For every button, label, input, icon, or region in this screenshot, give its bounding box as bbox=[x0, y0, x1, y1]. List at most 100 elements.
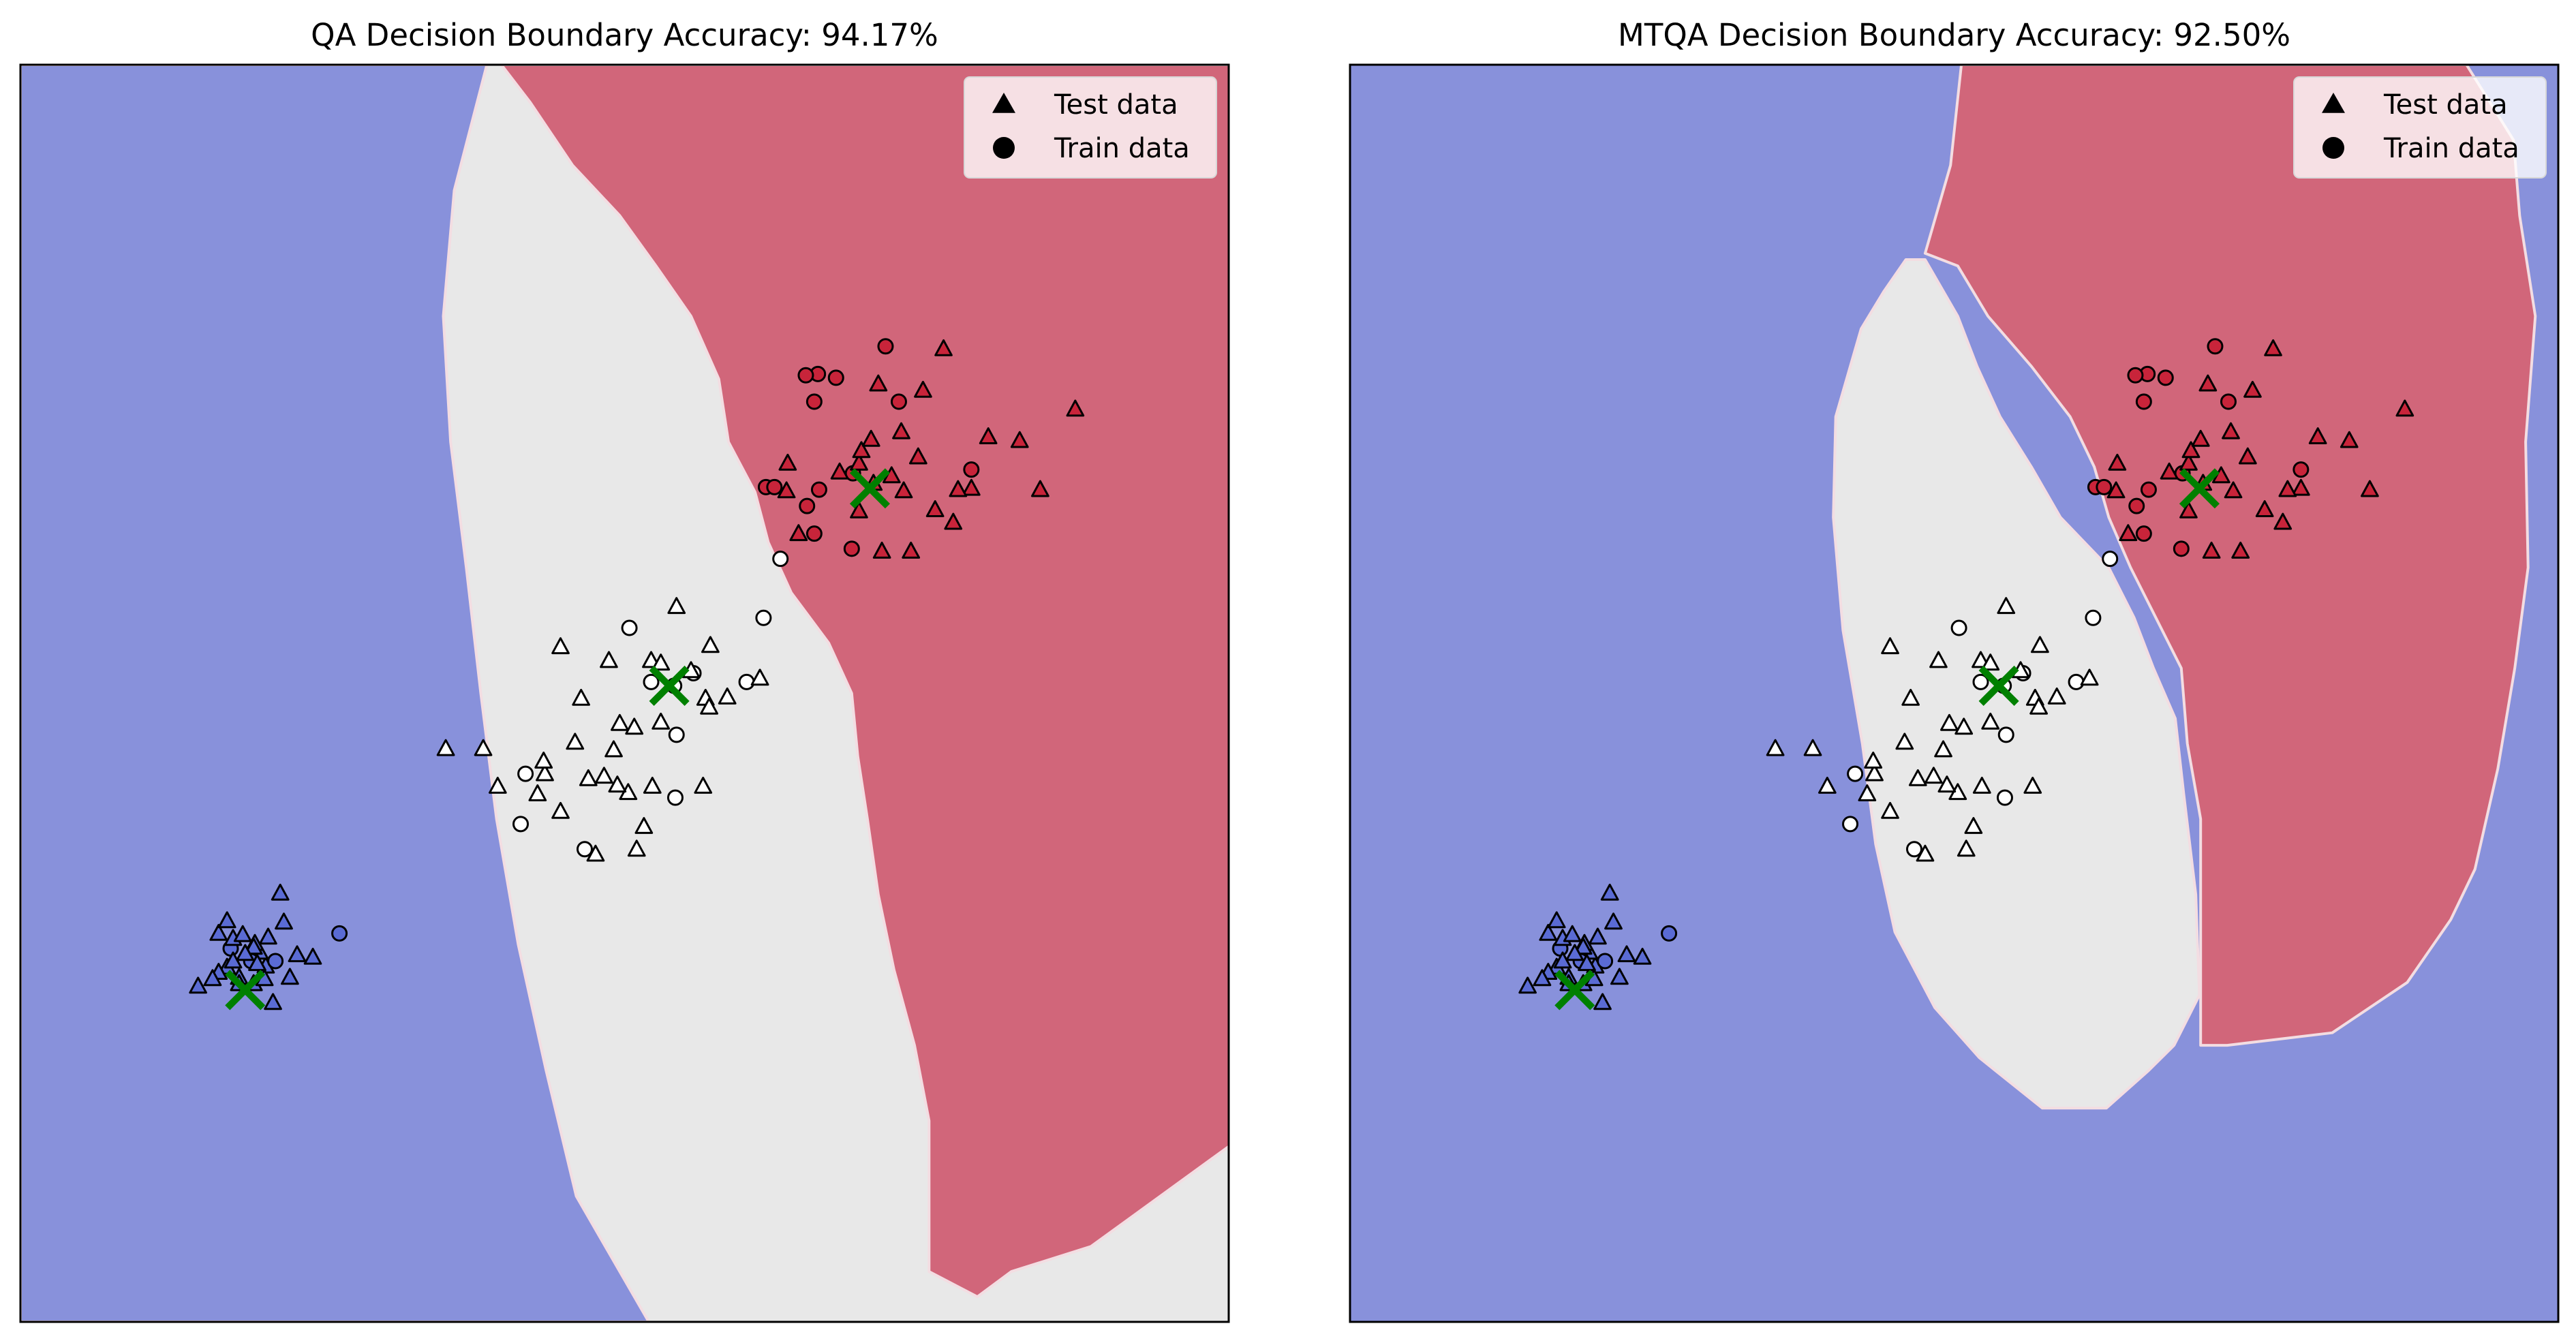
train-point bbox=[2085, 609, 2102, 626]
test-point bbox=[979, 427, 998, 444]
axes-frame bbox=[19, 63, 1230, 1323]
test-point bbox=[700, 697, 718, 715]
test-point bbox=[1937, 775, 1957, 793]
train-point bbox=[512, 816, 530, 833]
test-point bbox=[2023, 777, 2042, 794]
train-point bbox=[766, 478, 783, 495]
test-point bbox=[551, 801, 570, 819]
test-point bbox=[1858, 784, 1877, 801]
test-point bbox=[962, 478, 981, 496]
test-point bbox=[281, 968, 299, 985]
centroid-marker bbox=[849, 468, 890, 509]
train-point bbox=[517, 765, 534, 782]
test-point bbox=[718, 688, 737, 705]
test-point bbox=[2179, 501, 2198, 519]
train-point bbox=[643, 673, 660, 690]
train-point bbox=[890, 393, 907, 410]
test-point bbox=[778, 453, 797, 471]
test-point bbox=[271, 883, 290, 901]
train-point bbox=[331, 925, 348, 942]
test-point bbox=[2106, 481, 2126, 499]
test-point bbox=[203, 969, 222, 987]
test-point bbox=[189, 976, 207, 994]
legend-label: Train data bbox=[1054, 133, 1190, 164]
test-point bbox=[534, 752, 553, 769]
test-point bbox=[1031, 480, 1049, 497]
test-point bbox=[1972, 777, 1991, 794]
test-point bbox=[1600, 883, 1619, 901]
test-point bbox=[667, 597, 686, 615]
test-point bbox=[1539, 923, 1558, 941]
test-point bbox=[2340, 431, 2359, 448]
test-point bbox=[579, 769, 598, 786]
test-point bbox=[789, 524, 808, 542]
test-point bbox=[1818, 777, 1837, 794]
decision-region-class-0 bbox=[20, 65, 650, 1322]
test-point bbox=[1934, 740, 1952, 758]
test-point bbox=[694, 777, 713, 794]
train-point bbox=[1996, 789, 2013, 806]
test-point bbox=[1929, 651, 1948, 668]
train-point bbox=[2157, 369, 2174, 386]
test-point bbox=[528, 784, 547, 801]
decision-region-class-2 bbox=[1923, 65, 2537, 1047]
train-point bbox=[2173, 540, 2190, 557]
train-point bbox=[810, 481, 827, 498]
test-point bbox=[1881, 801, 1899, 819]
train-point bbox=[1597, 953, 1614, 970]
train-point bbox=[2127, 367, 2144, 384]
legend: Test data Train data bbox=[964, 76, 1217, 179]
test-point bbox=[1957, 839, 1976, 857]
test-point bbox=[651, 712, 671, 730]
test-point bbox=[1981, 712, 2000, 730]
legend-label: Test data bbox=[2383, 89, 2508, 121]
chart-title: MTQA Decision Boundary Accuracy: 92.50% bbox=[1618, 17, 2290, 53]
test-point bbox=[949, 480, 968, 497]
test-point bbox=[651, 653, 671, 671]
test-point bbox=[566, 732, 585, 750]
test-point bbox=[2264, 339, 2282, 356]
test-point bbox=[1803, 739, 1822, 756]
test-point bbox=[627, 839, 646, 857]
test-point bbox=[701, 636, 720, 653]
decision-region-class-1 bbox=[1832, 258, 2201, 1110]
legend-triangle-marker bbox=[992, 93, 1015, 113]
train-point bbox=[963, 461, 980, 478]
test-point bbox=[233, 925, 252, 942]
test-point bbox=[303, 948, 322, 965]
train-point bbox=[806, 525, 823, 542]
plot-area bbox=[20, 65, 1229, 1322]
test-point bbox=[595, 767, 613, 784]
centroid-marker bbox=[2179, 468, 2220, 509]
decision-region-class-2 bbox=[500, 65, 1229, 1299]
test-point bbox=[894, 481, 913, 499]
test-point bbox=[436, 739, 455, 756]
test-point bbox=[2361, 480, 2379, 497]
test-point bbox=[2278, 480, 2297, 497]
test-point bbox=[1610, 968, 1629, 985]
train-point bbox=[806, 393, 823, 410]
test-point bbox=[1563, 925, 1582, 942]
test-point bbox=[2231, 542, 2250, 559]
test-point bbox=[2198, 374, 2218, 392]
test-point bbox=[2108, 453, 2127, 471]
test-point bbox=[1901, 688, 1920, 706]
test-point bbox=[1565, 944, 1584, 961]
legend-triangle-marker bbox=[2322, 93, 2345, 113]
train-point bbox=[1950, 619, 1967, 636]
test-point bbox=[474, 739, 493, 756]
test-point bbox=[634, 817, 654, 834]
test-point bbox=[925, 500, 945, 517]
test-point bbox=[2031, 636, 2049, 653]
test-point bbox=[1964, 817, 1983, 834]
test-point bbox=[600, 651, 618, 668]
test-point bbox=[489, 777, 507, 794]
train-point bbox=[2068, 673, 2085, 690]
test-point bbox=[2243, 380, 2262, 398]
test-point bbox=[2395, 399, 2414, 417]
test-point bbox=[2160, 462, 2179, 480]
centroid-marker bbox=[1554, 970, 1595, 1010]
test-point bbox=[551, 637, 570, 655]
legend-circle-marker bbox=[993, 137, 1015, 159]
